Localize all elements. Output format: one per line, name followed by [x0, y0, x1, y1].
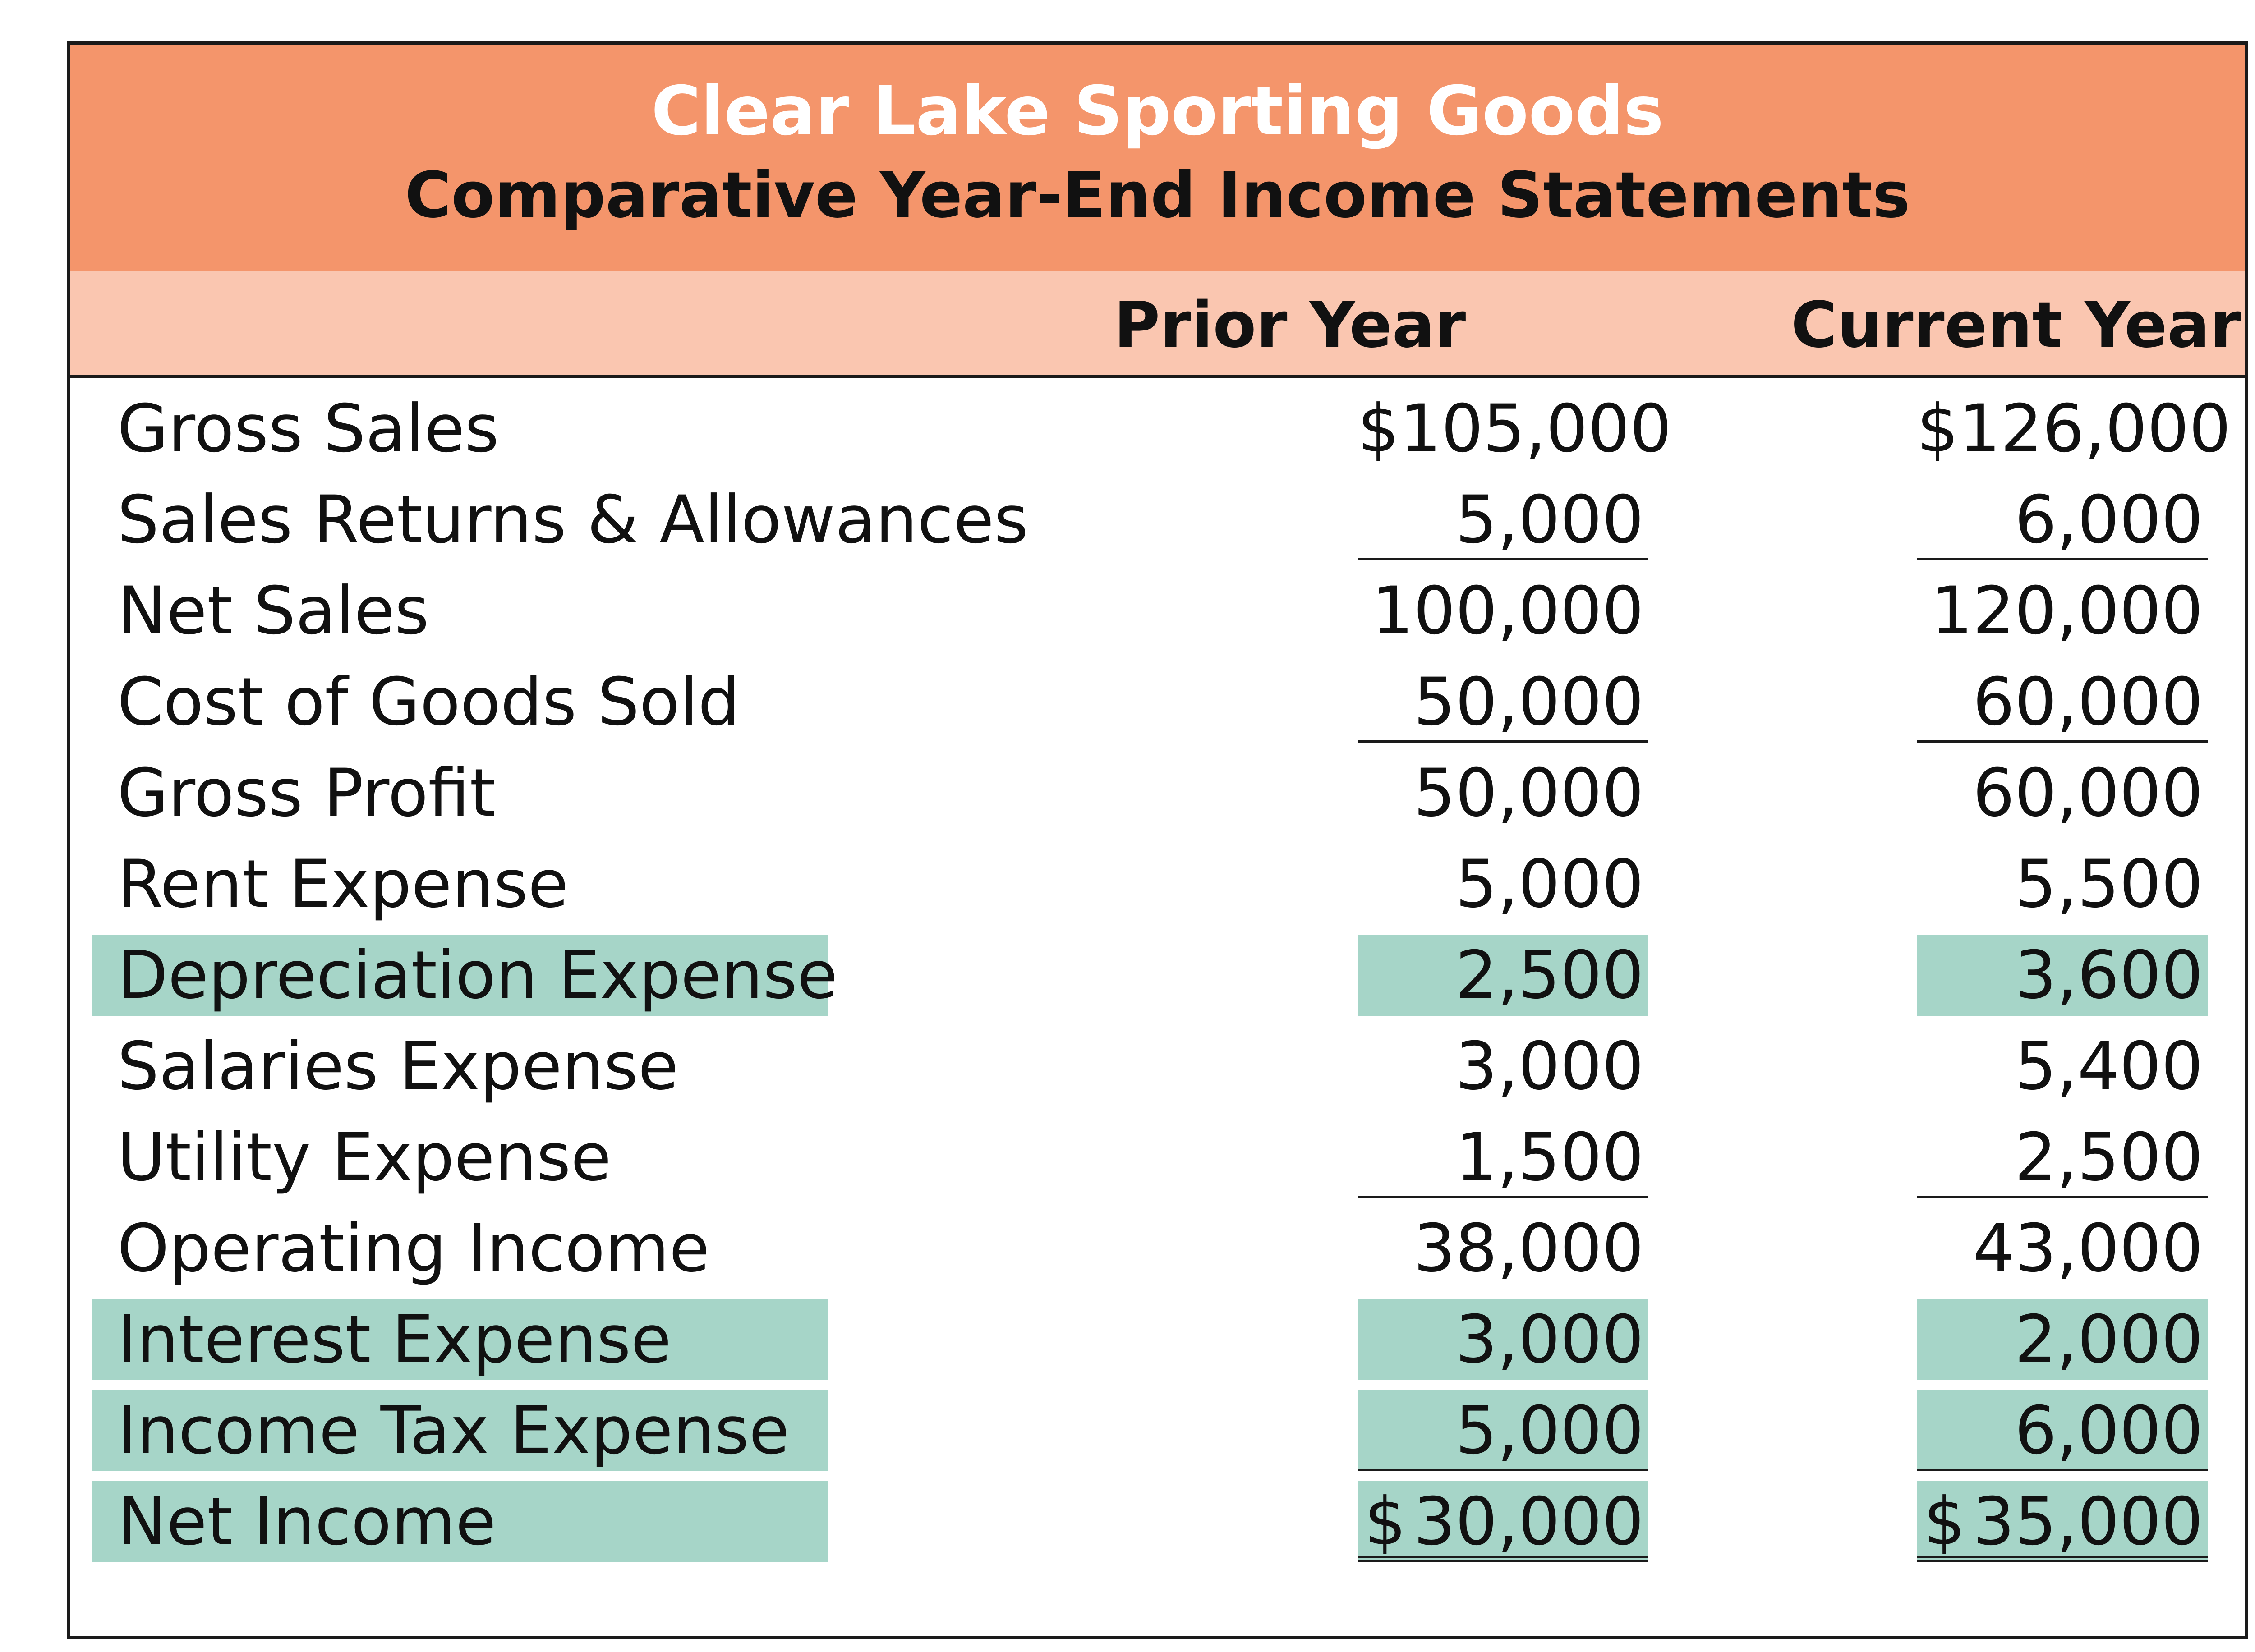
row-label: Depreciation Expense: [92, 935, 838, 1016]
current-year-amount: 43,000: [1917, 1208, 2208, 1289]
amount-value: 5,000: [1455, 846, 1644, 922]
amount-value: 5,500: [2015, 846, 2203, 922]
prior-year-amount: 1,500: [1358, 1117, 1648, 1198]
amount-value: 50,000: [1413, 664, 1644, 740]
table-row: Operating Income 38,000 43,000: [70, 1208, 2245, 1299]
current-year-amount: 60,000: [1917, 753, 2208, 834]
row-label: Utility Expense: [117, 1119, 612, 1196]
table-row: Gross Sales $105,000 $126,000: [70, 388, 2245, 479]
table-row: Sales Returns & Allowances 5,000 6,000: [70, 479, 2245, 570]
amount-value: $126,000: [1917, 390, 2231, 467]
amount-value: 50,000: [1413, 755, 1644, 831]
amount-value: 30,000: [1413, 1483, 1644, 1560]
row-label: Rent Expense: [117, 846, 569, 922]
current-year-amount: 5,500: [1917, 844, 2208, 925]
row-label: Net Sales: [117, 573, 429, 649]
prior-year-amount: 50,000: [1358, 753, 1648, 834]
current-year-amount: 2,500: [1917, 1117, 2208, 1198]
amount-value: 35,000: [1973, 1483, 2203, 1560]
prior-year-amount: 100,000: [1358, 570, 1648, 652]
prior-year-amount: $105,000: [1358, 388, 1672, 469]
row-label: Income Tax Expense: [92, 1390, 828, 1471]
amount-value: 3,000: [1455, 1028, 1644, 1105]
current-year-amount: 120,000: [1917, 570, 2208, 652]
current-year-amount: 6,000: [1917, 479, 2208, 560]
row-label: Salaries Expense: [117, 1028, 679, 1105]
amount-value: 5,000: [1455, 482, 1644, 558]
income-statement: Clear Lake Sporting Goods Comparative Ye…: [67, 41, 2248, 1639]
amount-value: 6,000: [2015, 1392, 2203, 1469]
amount-value: 120,000: [1931, 573, 2203, 649]
table-row: Utility Expense 1,500 2,500: [70, 1117, 2245, 1208]
amount-value: 3,000: [1455, 1301, 1644, 1378]
prior-year-amount: 5,000: [1358, 1390, 1648, 1471]
row-label: Sales Returns & Allowances: [117, 482, 1029, 558]
amount-value: 60,000: [1973, 664, 2203, 740]
row-label: Cost of Goods Sold: [117, 664, 740, 740]
current-year-amount: $35,000: [1917, 1481, 2208, 1562]
current-year-header: Current Year: [1791, 289, 2241, 362]
company-name: Clear Lake Sporting Goods: [651, 72, 1664, 151]
prior-year-amount: 38,000: [1358, 1208, 1648, 1289]
column-header-band: Prior Year Current Year: [70, 271, 2245, 378]
table-row: Rent Expense 5,000 5,500: [70, 844, 2245, 935]
table-row: Income Tax Expense 5,000 6,000: [70, 1390, 2245, 1481]
amount-value: 38,000: [1413, 1210, 1644, 1287]
row-label: Net Income: [92, 1481, 828, 1562]
prior-year-amount: $30,000: [1358, 1481, 1648, 1562]
title-band: Clear Lake Sporting Goods Comparative Ye…: [70, 45, 2245, 275]
row-label: Gross Sales: [117, 390, 499, 467]
current-year-amount: $126,000: [1917, 388, 2231, 469]
currency-symbol: $: [1364, 1483, 1406, 1560]
current-year-amount: 60,000: [1917, 661, 2208, 743]
amount-value: 5,400: [2015, 1028, 2203, 1105]
current-year-amount: 3,600: [1917, 935, 2208, 1016]
table-row: Net Income $30,000 $35,000: [70, 1481, 2245, 1572]
table-row: Gross Profit 50,000 60,000: [70, 753, 2245, 844]
currency-symbol: $: [1924, 1483, 1965, 1560]
amount-value: 1,500: [1455, 1119, 1644, 1196]
prior-year-amount: 5,000: [1358, 479, 1648, 560]
amount-value: 2,500: [2015, 1119, 2203, 1196]
table-row: Net Sales 100,000 120,000: [70, 570, 2245, 661]
table-row: Interest Expense 3,000 2,000: [70, 1299, 2245, 1390]
current-year-amount: 5,400: [1917, 1026, 2208, 1107]
prior-year-amount: 2,500: [1358, 935, 1648, 1016]
amount-value: 2,000: [2015, 1301, 2203, 1378]
amount-value: 100,000: [1371, 573, 1644, 649]
prior-year-header: Prior Year: [1114, 289, 1466, 362]
amount-value: 43,000: [1973, 1210, 2203, 1287]
row-label: Interest Expense: [92, 1299, 828, 1380]
amount-value: 60,000: [1973, 755, 2203, 831]
amount-value: 6,000: [2015, 482, 2203, 558]
row-label: Gross Profit: [117, 755, 496, 831]
prior-year-amount: 3,000: [1358, 1299, 1648, 1380]
amount-value: 5,000: [1455, 1392, 1644, 1469]
prior-year-amount: 3,000: [1358, 1026, 1648, 1107]
amount-value: $105,000: [1358, 390, 1672, 467]
table-row: Depreciation Expense 2,500 3,600: [70, 935, 2245, 1026]
table-row: Salaries Expense 3,000 5,400: [70, 1026, 2245, 1117]
row-label: Operating Income: [117, 1210, 710, 1287]
amount-value: 2,500: [1455, 937, 1644, 1014]
prior-year-amount: 50,000: [1358, 661, 1648, 743]
table-row: Cost of Goods Sold 50,000 60,000: [70, 661, 2245, 753]
prior-year-amount: 5,000: [1358, 844, 1648, 925]
current-year-amount: 6,000: [1917, 1390, 2208, 1471]
amount-value: 3,600: [2015, 937, 2203, 1014]
current-year-amount: 2,000: [1917, 1299, 2208, 1380]
report-title: Comparative Year-End Income Statements: [405, 159, 1910, 232]
